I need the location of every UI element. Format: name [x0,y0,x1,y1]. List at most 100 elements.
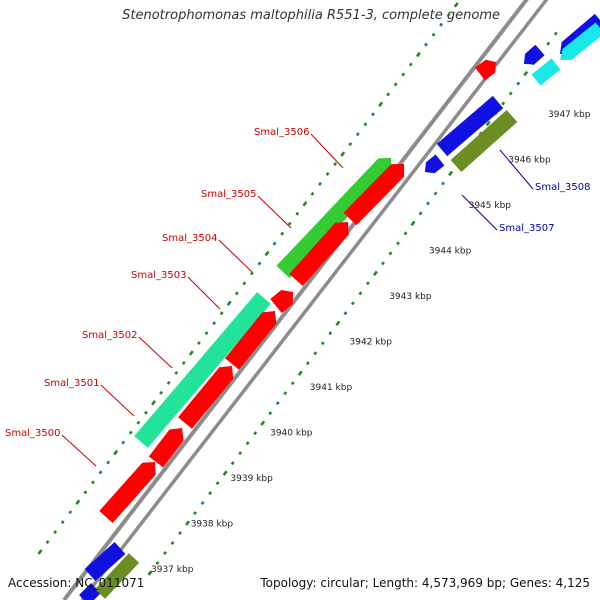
inner-tick [297,370,303,376]
outer-tick [424,42,428,47]
scale-label: 3937 kbp [151,565,194,575]
outer-tick [151,400,157,406]
inner-tick [426,201,430,206]
outer-tick [226,300,232,306]
gene-arrow-teal [134,292,271,448]
outer-tick [98,470,103,475]
outer-tick [75,499,81,505]
inner-tick [343,311,348,316]
inner-tick [283,391,288,396]
inner-tick [238,451,243,456]
inner-tick [245,441,250,446]
outer-tick [272,241,277,246]
leader-line [138,336,173,369]
outer-tick [318,181,322,186]
gene-arrow-red [178,366,234,429]
outer-tick [439,22,444,27]
inner-tick [501,101,506,106]
inner-tick [208,491,213,496]
outer-tick [453,2,459,8]
outer-tick [106,460,111,465]
gene-arrow-blue [79,583,101,600]
gene-arrow-blue [84,542,126,581]
gene-label: Smal_3503 [131,270,186,281]
inner-tick [260,420,266,426]
inner-tick [403,231,408,236]
inner-tick [448,170,454,177]
gene-label: Smal_3502 [82,330,137,341]
feature-arrows [79,13,600,600]
inner-tick [215,481,220,486]
scale-label: 3941 kbp [310,383,353,393]
outer-tick [340,151,346,157]
outer-tick [212,321,217,326]
gene-label: Smal_3504 [162,233,217,244]
inner-tick [516,81,521,86]
gene-arrow-green [276,158,392,279]
scale-label: 3947 kbp [548,110,591,120]
outer-tick [348,142,353,147]
outer-tick [204,331,209,336]
gene-arrow-red [270,289,293,313]
gene-labels: Smal_3500 Smal_3501 Smal_3502 Smal_3503 Smal… [5,127,590,467]
inner-tick [185,520,191,526]
outer-tick [280,231,285,236]
outer-tick [144,410,148,415]
inner-tick [381,261,385,266]
backbone [62,0,549,600]
outer-tick [45,540,50,545]
outer-tick [37,549,43,555]
outer-tick [91,480,95,485]
outer-tick [242,281,247,286]
backbone-line [62,0,529,600]
scale-label: 3945 kbp [469,201,512,211]
inner-tick [155,561,160,565]
outer-tick [174,370,179,375]
outer-tick [113,449,119,456]
inner-tick [396,241,400,246]
inner-tick [163,551,167,556]
scale-label: 3940 kbp [270,429,313,439]
leader-line [310,133,344,169]
inner-tick [328,331,333,336]
outer-tick [302,201,308,207]
scale-label: 3943 kbp [389,292,432,302]
outer-tick [188,350,194,356]
inner-tick [178,531,182,536]
gene-label: Smal_3507 [499,223,554,234]
inner-tick [222,470,228,476]
gene-label: Smal_3505 [201,189,256,200]
scale-label: 3939 kbp [230,474,273,484]
outer-tick [325,171,330,176]
gene-arrow-cyan [531,58,561,86]
outer-tick [159,390,164,395]
outer-tick [68,510,73,515]
inner-tick [433,191,438,196]
inner-tick [508,91,513,96]
inner-tick [230,461,235,466]
outer-tick [121,440,126,445]
inner-tick [290,381,295,386]
tick-marks [37,2,558,576]
outer-tick [446,12,451,17]
scale-label: 3938 kbp [191,520,234,530]
inner-tick [350,301,355,306]
inner-tick [275,401,280,406]
outer-tick [355,132,360,137]
outer-tick [249,271,254,276]
scale-label: 3946 kbp [508,156,551,166]
leader-line [461,194,498,231]
leader-line [100,384,135,417]
inner-tick [193,511,198,516]
outer-tick [234,291,239,296]
outer-tick [181,360,186,365]
inner-tick [388,251,393,256]
gene-arrow-blue [524,44,545,65]
inner-tick [253,431,258,436]
outer-tick [60,520,65,525]
inner-tick [523,70,529,77]
backbone-line [80,0,549,600]
outer-tick [128,430,133,435]
scale-label: 3942 kbp [350,338,393,348]
